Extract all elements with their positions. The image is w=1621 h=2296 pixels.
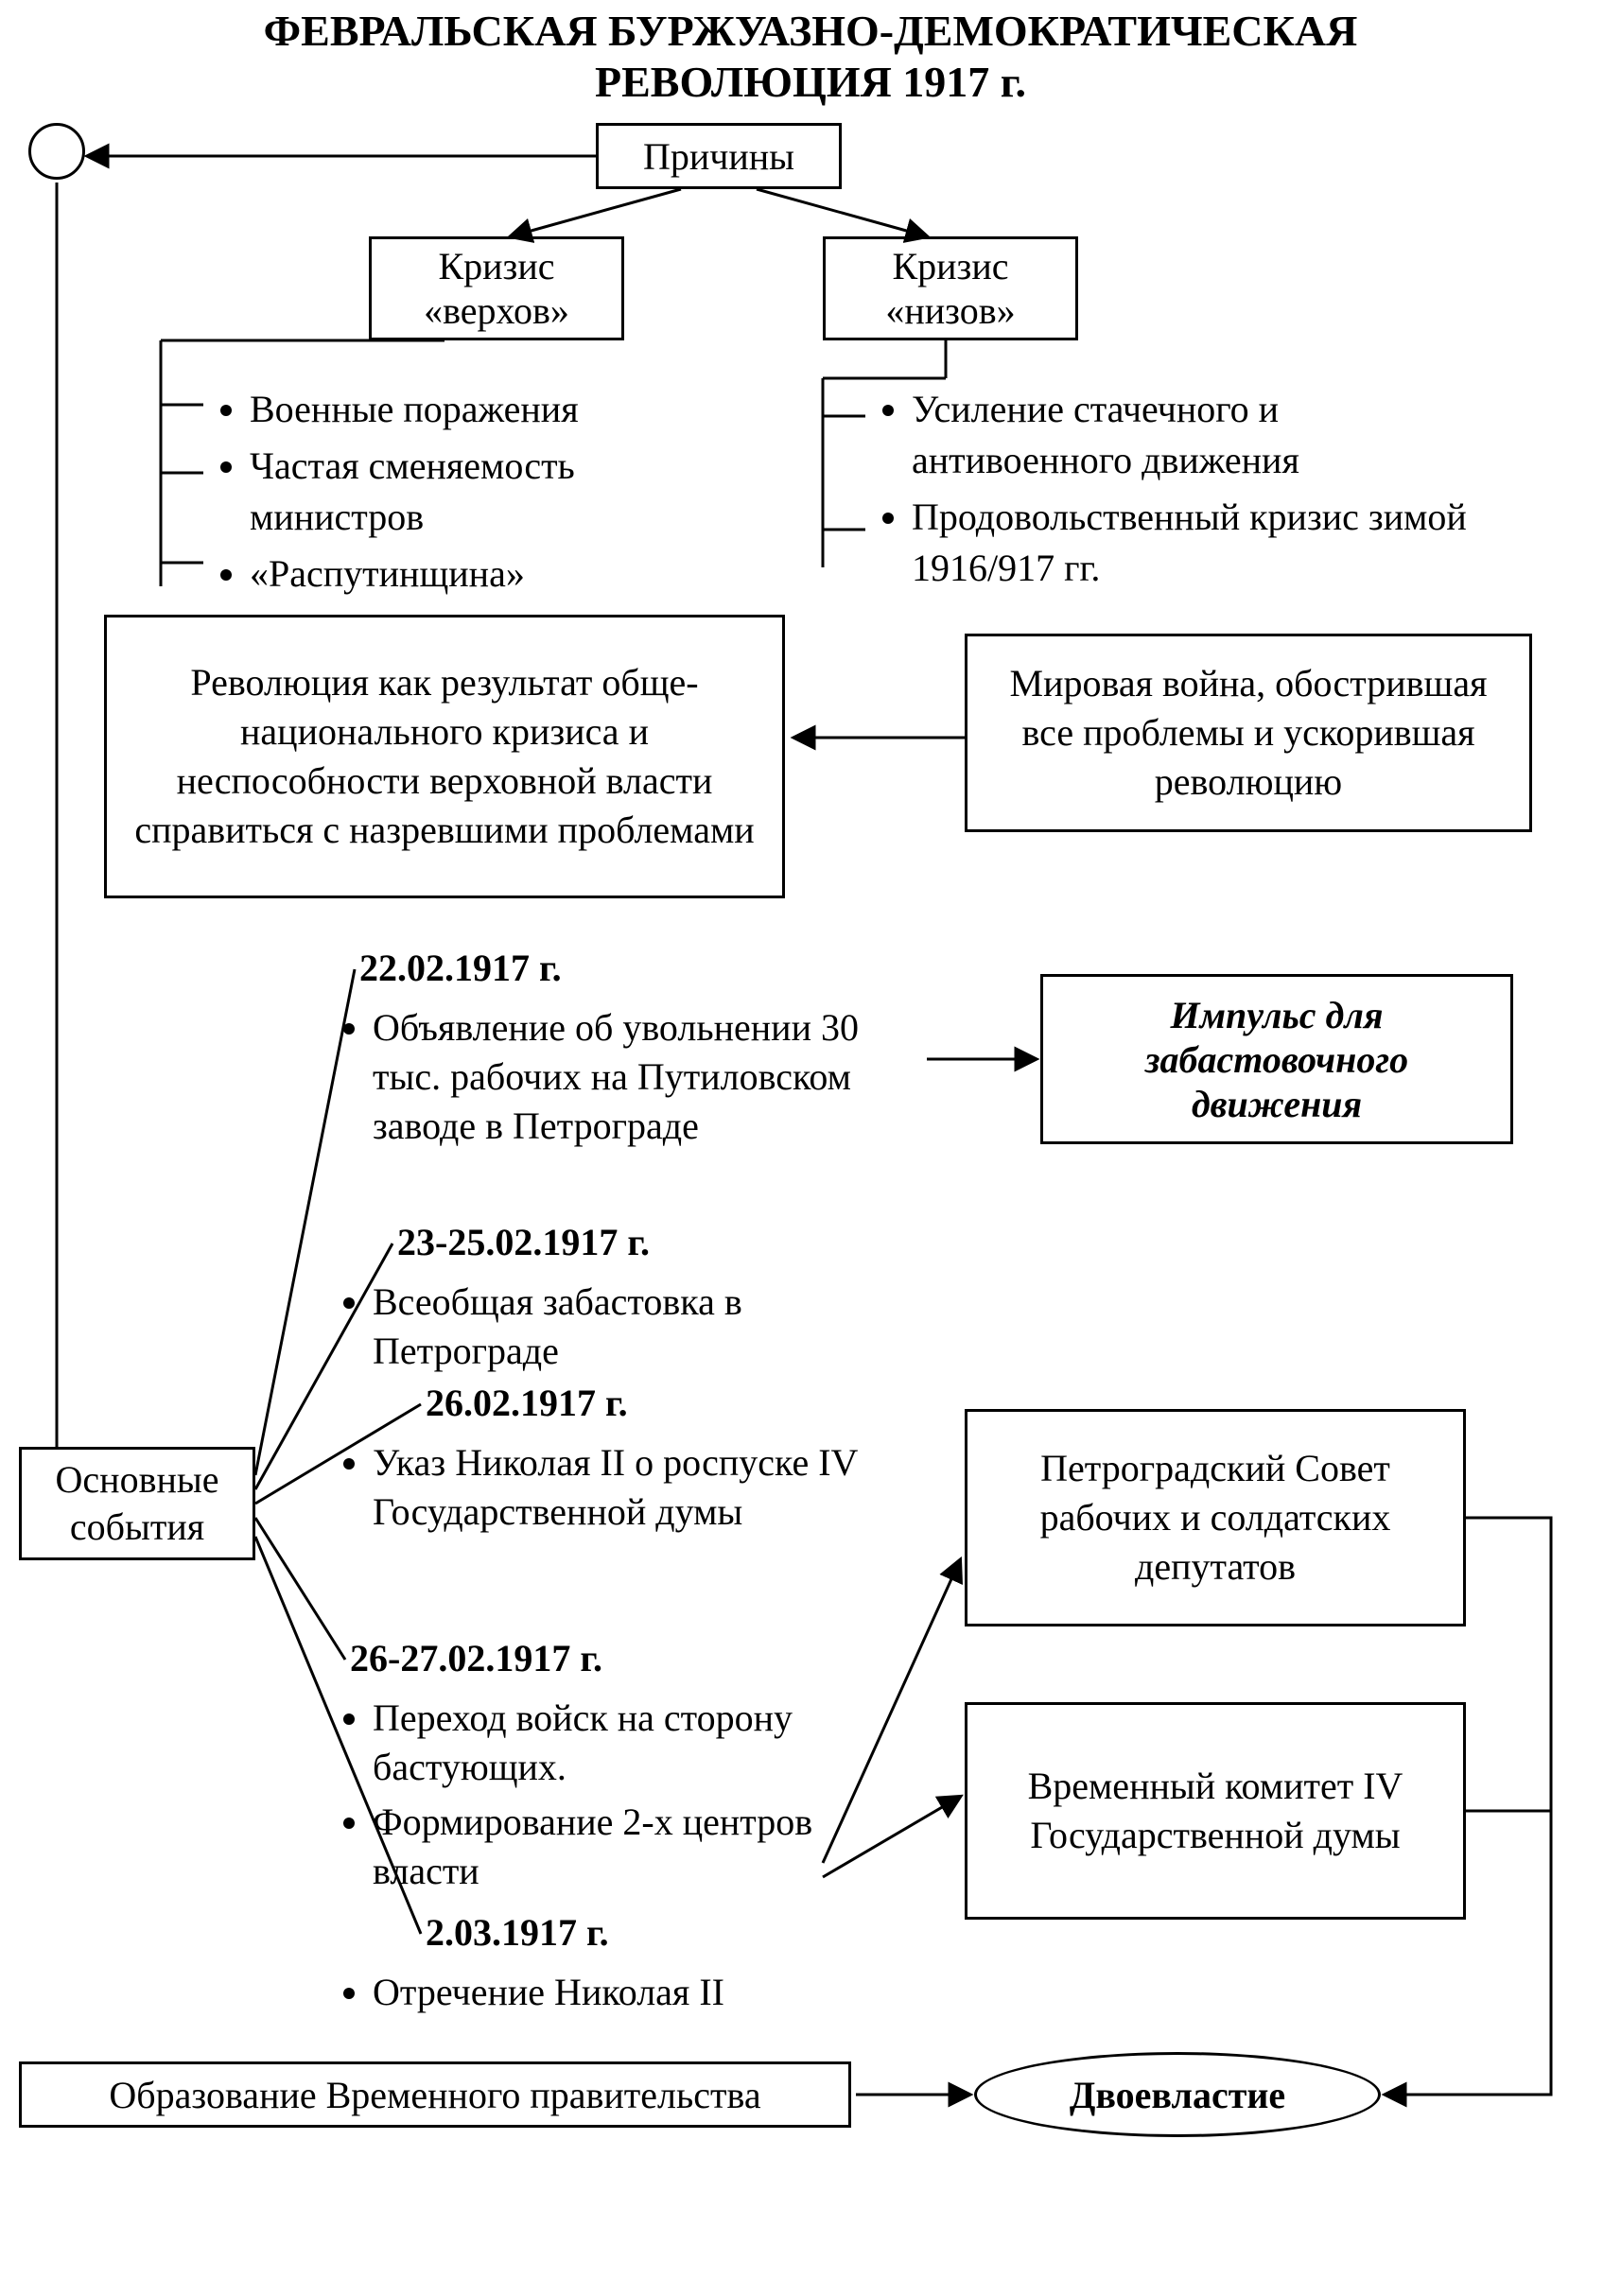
node-world-war-label: Мировая война, обострившая все проблемы … — [981, 659, 1516, 807]
bullets-crisis-bottom: Усиление стачечного и антивоенного движе… — [870, 378, 1485, 600]
date-4: 26-27.02.1917 г. — [350, 1636, 602, 1680]
bullet-top-3: «Распутинщина» — [250, 548, 700, 600]
start-circle — [28, 123, 85, 180]
node-revolution-summary-label: Революция как результат обще-национально… — [120, 658, 769, 855]
node-formation-gov-label: Образование Временного правительства — [109, 2073, 760, 2117]
event-3-text: Указ Николая II о роспуске IV Государств… — [373, 1438, 861, 1537]
node-main-events-label: Основные события — [35, 1456, 239, 1551]
date-2: 23-25.02.1917 г. — [397, 1220, 650, 1264]
event-4b-text: Формирование 2-х центров власти — [373, 1798, 823, 1896]
page-title-line1: ФЕВРАЛЬСКАЯ БУРЖУАЗНО-ДЕМОКРАТИЧЕСКАЯ — [0, 6, 1621, 56]
bullet-top-1: Военные поражения — [250, 384, 700, 435]
node-formation-gov: Образование Временного правительства — [19, 2061, 851, 2128]
event-5: Отречение Николая II — [331, 1962, 861, 2023]
node-revolution-summary: Революция как результат обще-национально… — [104, 615, 785, 898]
node-impulse: Импульс для забастовочного движения — [1040, 974, 1513, 1144]
node-petrograd-soviet: Петроградский Совет рабочих и солдатских… — [965, 1409, 1466, 1626]
date-3: 26.02.1917 г. — [426, 1381, 628, 1425]
node-impulse-label: Импульс для забастовочного движения — [1056, 993, 1497, 1126]
node-provisional-committee: Временный комитет IV Государственной дум… — [965, 1702, 1466, 1920]
bullet-top-2: Частая сменяемость министров — [250, 441, 700, 543]
event-2: Всеобщая забастовка в Петрограде — [331, 1272, 898, 1382]
bullets-crisis-top: Военные поражения Частая сменяемость мин… — [208, 378, 700, 605]
node-crisis-top-label: Кризис «верхов» — [385, 244, 608, 333]
node-provisional-committee-label: Временный комитет IV Государственной дум… — [981, 1762, 1450, 1860]
event-3: Указ Николая II о роспуске IV Государств… — [331, 1433, 861, 1542]
date-1: 22.02.1917 г. — [359, 946, 562, 990]
node-crisis-bottom-label: Кризис «низов» — [839, 244, 1062, 333]
event-1: Объявление об увольнении 30 тыс. рабочих… — [331, 998, 917, 1157]
event-4: Переход войск на сторону бастующих. Форм… — [331, 1688, 823, 1902]
node-dual-power: Двоевластие — [974, 2052, 1381, 2137]
node-causes: Причины — [596, 123, 842, 189]
node-causes-label: Причины — [643, 134, 794, 179]
node-world-war: Мировая война, обострившая все проблемы … — [965, 634, 1532, 832]
event-1-text: Объявление об увольнении 30 тыс. рабочих… — [373, 1003, 917, 1151]
node-main-events: Основные события — [19, 1447, 255, 1560]
event-4a-text: Переход войск на сторону бастующих. — [373, 1694, 823, 1792]
bullet-bottom-1: Усиление стачечного и антивоенного движе… — [912, 384, 1485, 486]
event-5-text: Отречение Николая II — [373, 1968, 861, 2017]
date-5: 2.03.1917 г. — [426, 1910, 609, 1955]
node-crisis-bottom: Кризис «низов» — [823, 236, 1078, 340]
node-dual-power-label: Двоевластие — [1070, 2073, 1285, 2117]
node-petrograd-soviet-label: Петроградский Совет рабочих и солдатских… — [981, 1444, 1450, 1592]
bullet-bottom-2: Продовольственный кризис зимой 1916/917 … — [912, 492, 1485, 594]
node-crisis-top: Кризис «верхов» — [369, 236, 624, 340]
event-2-text: Всеобщая забастовка в Петрограде — [373, 1278, 898, 1376]
page-title-line2: РЕВОЛЮЦИЯ 1917 г. — [0, 57, 1621, 107]
